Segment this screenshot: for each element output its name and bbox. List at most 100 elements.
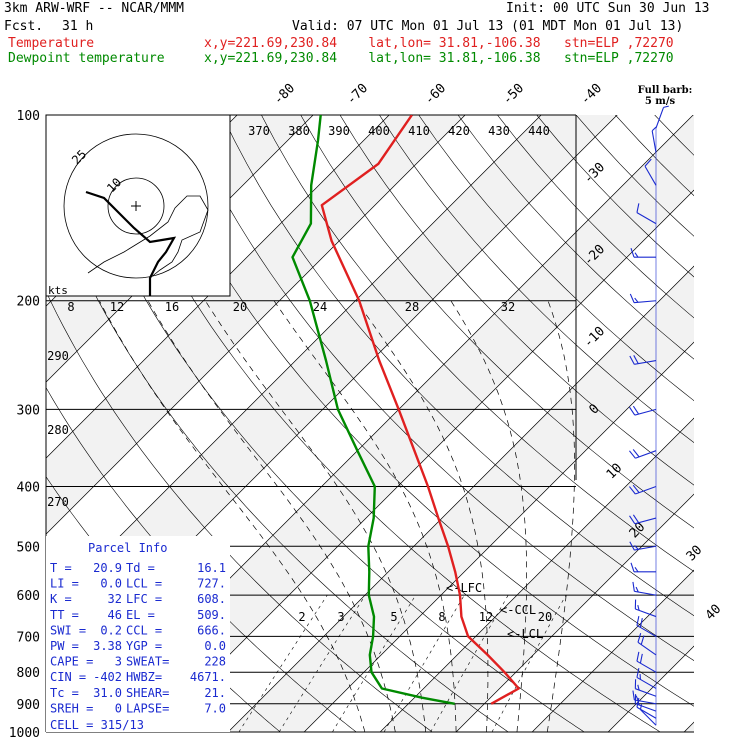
barb-flag [634, 545, 639, 550]
isotherm-line [46, 115, 466, 535]
dry-adiabat [143, 115, 694, 707]
parcel-info-title: Parcel Info [88, 541, 167, 555]
barb-staff [636, 706, 657, 719]
parcel-param-value: 666. [197, 623, 226, 637]
dry-adiabat [693, 115, 694, 116]
pressure-label: 100 [17, 109, 40, 124]
parcel-box-bg [46, 536, 230, 732]
dry-adiabat [418, 115, 694, 402]
mixing-ratio-label: 12 [479, 610, 493, 624]
barb-flag [640, 635, 645, 645]
background-grid [46, 115, 694, 732]
parcel-param-name: Td = [126, 561, 155, 575]
wind-barb [639, 704, 657, 726]
hodograph-units: kts [48, 284, 68, 297]
parcel-param-value: 3.38 [93, 639, 122, 653]
barb-flag [663, 105, 669, 108]
temperature-location: x,y=221.69,230.84 lat,lon= 31.81,-106.38… [204, 36, 674, 51]
isotherm-line [379, 417, 694, 732]
moist-adiabat [205, 300, 427, 732]
theta-left-label: 270 [47, 495, 69, 509]
parcel-level-marker: <-LFC [446, 581, 482, 595]
wind-barb [637, 633, 657, 656]
theta-label: 440 [528, 124, 550, 138]
pressure-label: 900 [17, 698, 40, 713]
parcel-param-name: PW = [50, 639, 79, 653]
parcel-param-value: 509. [197, 608, 226, 622]
isotherm-label: -80 [271, 81, 298, 108]
barb-flag [630, 248, 635, 258]
barb-flag [635, 586, 639, 593]
parcel-param-name: TT = [50, 608, 79, 622]
parcel-param-value: 608. [197, 592, 226, 606]
hodograph-tick-label: 16 [165, 300, 179, 314]
hodograph-tick-label: 12 [110, 300, 124, 314]
hodograph-tick-label: 28 [405, 300, 419, 314]
isotherm-line [455, 493, 694, 732]
parcel-param-value: 20.9 [93, 561, 122, 575]
dry-adiabat [339, 115, 694, 486]
pressure-label: 700 [17, 630, 40, 645]
wind-barb [632, 690, 657, 705]
theta-label: 380 [288, 124, 310, 138]
dry-adiabat [300, 115, 694, 529]
parcel-param-name: LAPSE= [126, 701, 169, 715]
barb-flag [634, 252, 639, 258]
isotherm-line [227, 265, 694, 732]
barb-flag [629, 515, 636, 525]
barb-flag [629, 293, 635, 303]
pressure-label: 800 [17, 666, 40, 681]
parcel-param-value: -402 [93, 670, 122, 684]
barb-flag [628, 450, 636, 459]
wind-barb [636, 697, 657, 719]
wind-barb [628, 449, 657, 459]
wind-barb [634, 679, 657, 697]
isotherm-label: -10 [581, 324, 608, 351]
wind-barb [632, 581, 657, 596]
barb-legend-unit: 5 m/s [645, 96, 676, 107]
theta-label: 420 [448, 124, 470, 138]
dry-adiabat [379, 115, 694, 443]
parcel-level-marker: <-CCL [500, 603, 536, 617]
parcel-param-value: 0.0 [100, 577, 122, 591]
isotherm-label: -50 [500, 81, 527, 108]
theta-left-label: 290 [47, 349, 69, 363]
isotherm-label: 40 [703, 602, 725, 624]
barb-flag [636, 668, 640, 678]
valid-time: Valid: 07 UTC Mon 01 Jul 13 (01 MDT Mon … [292, 19, 684, 34]
isotherm-label: -40 [578, 81, 605, 108]
barb-flag [632, 514, 640, 523]
wind-barb [636, 616, 657, 637]
wind-barb [629, 355, 657, 365]
mixing-ratio-line [383, 594, 465, 732]
barb-flag [636, 203, 640, 213]
pressure-label: 400 [17, 480, 40, 495]
barb-flag [639, 653, 643, 664]
parcel-param-name: HWBZ= [126, 670, 162, 684]
theta-label: 370 [248, 124, 270, 138]
mixing-ratio-label: 3 [337, 610, 344, 624]
parcel-param-value: 31.0 [93, 686, 122, 700]
hodograph-ring-outer [63, 133, 209, 279]
theta-label: 400 [368, 124, 390, 138]
barb-staff [655, 107, 665, 129]
barb-flag [632, 405, 640, 415]
mixing-ratio-label: 2 [298, 610, 305, 624]
isotherm-line [46, 115, 390, 459]
mixing-ratio-label: 8 [438, 610, 445, 624]
isotherm-label: -30 [581, 160, 608, 187]
parcel-param-name: CAPE = [50, 655, 93, 669]
dry-adiabat [182, 115, 694, 661]
hodograph-tick-label: 8 [67, 300, 74, 314]
theta-label: 390 [328, 124, 350, 138]
wind-barb [630, 562, 656, 573]
parcel-param-name: CCL = [126, 623, 162, 637]
isotherm-line [46, 115, 542, 611]
dewpoint-location: x,y=221.69,230.84 lat,lon= 31.81,-106.38… [204, 51, 674, 66]
parcel-param-name: LI = [50, 577, 79, 591]
isotherm-line [531, 569, 694, 732]
barb-flag [644, 158, 652, 167]
wind-barb [636, 668, 657, 689]
